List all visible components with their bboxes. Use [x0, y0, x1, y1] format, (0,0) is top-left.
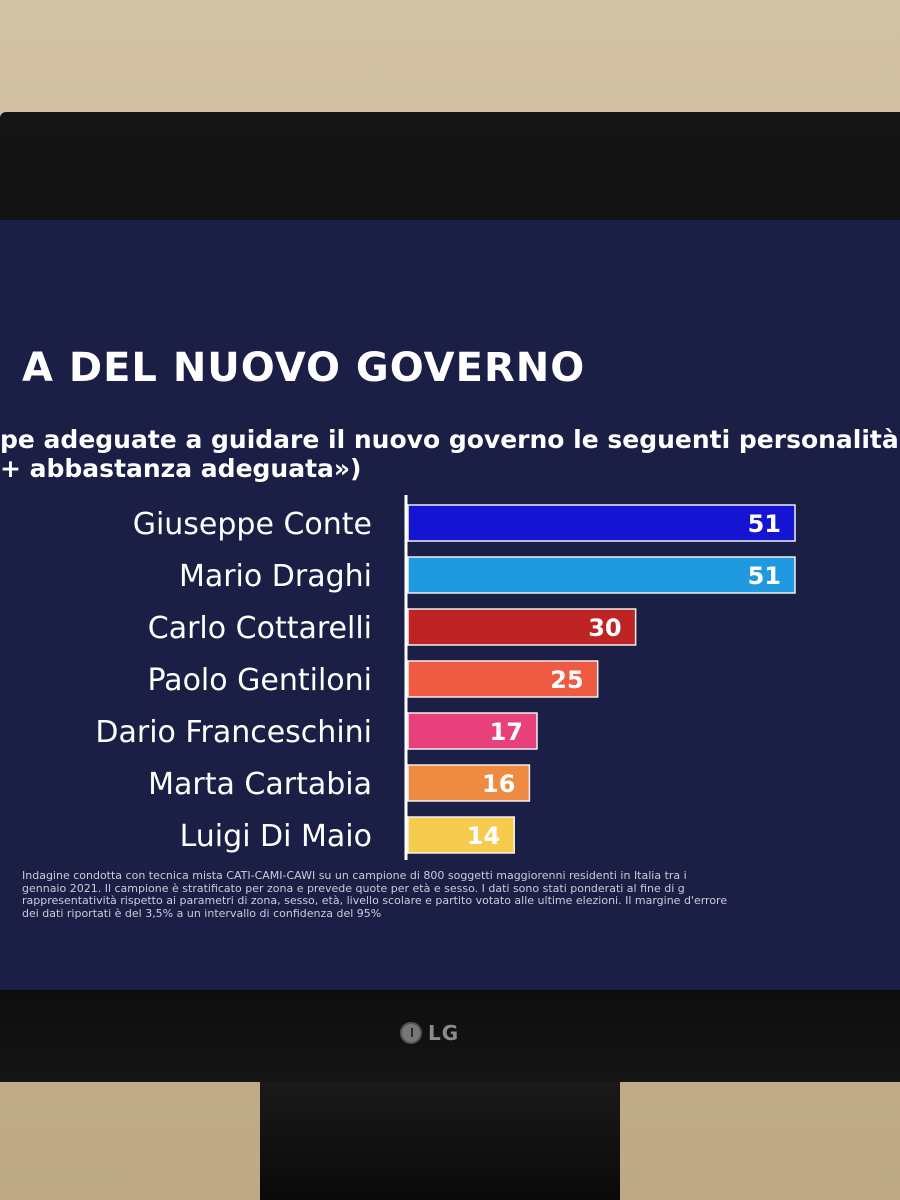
chart-title: A DEL NUOVO GOVERNO	[22, 345, 586, 391]
value-label: 17	[490, 718, 523, 746]
footnote-line-4: dei dati riportati è del 3,5% a un inter…	[22, 906, 382, 920]
category-label: Paolo Gentiloni	[147, 663, 372, 698]
bar	[407, 556, 796, 594]
tv-monitor: A DEL NUOVO GOVERNO pe adeguate a guidar…	[0, 112, 900, 1082]
brand-logo: LG	[400, 1017, 459, 1049]
bar-chart: Giuseppe Conte 51 Mario Draghi 51 Carlo Cott…	[95, 495, 796, 860]
footnote-line-2: gennaio 2021. Il campione è stratificato…	[22, 881, 685, 895]
bar	[407, 660, 599, 698]
monitor-bezel-bottom	[0, 990, 900, 1082]
brand-text: LG	[428, 1021, 460, 1045]
subtitle-line-2: + abbastanza adeguata»)	[0, 454, 362, 483]
bar	[407, 712, 538, 750]
category-label: Marta Cartabia	[148, 767, 372, 802]
category-label: Dario Franceschini	[95, 715, 372, 750]
bars-layer: Giuseppe Conte 51 Mario Draghi 51 Carlo Cott…	[95, 504, 796, 854]
footnote-line-1: Indagine condotta con tecnica mista CATI…	[22, 869, 687, 882]
value-label: 51	[748, 562, 781, 590]
bar	[407, 816, 515, 854]
methodology-footnote: Indagine condotta con tecnica mista CATI…	[22, 869, 900, 920]
category-label: Carlo Cottarelli	[148, 611, 372, 646]
tv-screen: A DEL NUOVO GOVERNO pe adeguate a guidar…	[0, 220, 900, 990]
category-label: Mario Draghi	[179, 559, 372, 594]
value-label: 16	[482, 770, 515, 798]
bar	[407, 504, 796, 542]
category-label: Giuseppe Conte	[133, 507, 372, 542]
value-label: 30	[588, 614, 621, 642]
category-label: Luigi Di Maio	[180, 819, 372, 854]
subtitle-line-1: pe adeguate a guidare il nuovo governo l…	[0, 425, 899, 454]
footnote-line-3: rappresentatività rispetto ai parametri …	[22, 894, 728, 907]
bar	[407, 764, 531, 802]
monitor-stand	[260, 1082, 620, 1200]
value-label: 51	[748, 510, 781, 538]
lg-logo-icon	[400, 1022, 422, 1044]
value-label: 14	[467, 822, 500, 850]
value-label: 25	[550, 666, 583, 694]
chart-subtitle: pe adeguate a guidare il nuovo governo l…	[0, 425, 899, 483]
bar	[407, 608, 637, 646]
